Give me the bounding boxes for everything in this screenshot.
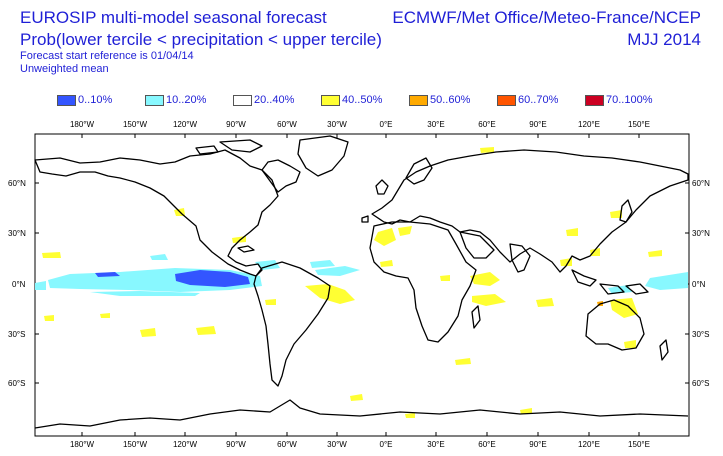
legend-swatch: [57, 94, 76, 106]
lon-label-bottom: 30°E: [427, 440, 444, 449]
lon-labels: 180°W 150°W 120°W 90°W 60°W 30°W 0°E 30°…: [70, 120, 650, 449]
legend-swatch: [321, 94, 340, 106]
lon-label-bottom: 60°W: [277, 440, 297, 449]
lat-label-right: 60°N: [692, 179, 710, 188]
legend-item: 40..50%: [321, 94, 409, 106]
centres-text: ECMWF/Met Office/Meteo-France/NCEP: [392, 8, 701, 27]
lat-label-right: 30°S: [692, 330, 709, 339]
lon-label-bottom: 90°E: [529, 440, 546, 449]
coastlines: [34, 135, 689, 429]
map-subtitle: Prob(lower tercile < precipitation < upp…: [20, 30, 382, 49]
legend-swatch: [585, 94, 604, 106]
legend-item: 0..10%: [57, 94, 145, 106]
lon-label-top: 30°W: [327, 120, 347, 129]
lon-label-top: 120°W: [173, 120, 198, 129]
lat-label-right: 30°N: [692, 229, 710, 238]
legend-label: 20..40%: [254, 94, 295, 106]
lon-label-bottom: 150°E: [628, 440, 650, 449]
lon-label-top: 30°E: [427, 120, 444, 129]
shading-40-50: [42, 147, 662, 418]
legend-swatch: [497, 94, 516, 106]
lon-label-top: 60°E: [478, 120, 495, 129]
lat-label-left: 30°S: [8, 330, 25, 339]
period-text: MJJ 2014: [627, 30, 701, 49]
lon-label-bottom: 120°W: [173, 440, 198, 449]
legend-swatch: [233, 94, 252, 106]
lon-label-top: 120°E: [578, 120, 600, 129]
legend-label: 70..100%: [606, 94, 653, 106]
legend-item: 10..20%: [145, 94, 233, 106]
lon-label-top: 150°E: [628, 120, 650, 129]
legend-swatch: [409, 94, 428, 106]
forecast-start-text: Forecast start reference is 01/04/14: [20, 50, 194, 62]
legend-label: 50..60%: [430, 94, 471, 106]
lon-label-bottom: 120°E: [578, 440, 600, 449]
legend-label: 60..70%: [518, 94, 559, 106]
lat-labels: 60°N 30°N 0°N 30°S 60°S 60°N 30°N 0°N 30…: [8, 179, 710, 388]
shading-0-10: [95, 270, 250, 287]
lat-label-right: 0°N: [692, 280, 706, 289]
lon-label-bottom: 180°W: [70, 440, 95, 449]
tick-marks: [35, 134, 689, 436]
lon-label-top: 90°W: [226, 120, 246, 129]
legend-swatch: [145, 94, 164, 106]
lat-label-right: 60°S: [692, 379, 709, 388]
legend-item: 50..60%: [409, 94, 497, 106]
legend-item: 70..100%: [585, 94, 673, 106]
lon-label-bottom: 150°W: [123, 440, 148, 449]
lon-label-top: 180°W: [70, 120, 95, 129]
lon-label-top: 150°W: [123, 120, 148, 129]
legend-label: 40..50%: [342, 94, 383, 106]
lon-label-top: 90°E: [529, 120, 546, 129]
legend: 0..10% 10..20% 20..40% 40..50% 50..60% 6…: [57, 94, 673, 106]
legend-label: 10..20%: [166, 94, 207, 106]
legend-item: 20..40%: [233, 94, 321, 106]
lat-label-left: 0°N: [12, 280, 26, 289]
lon-label-bottom: 60°E: [478, 440, 495, 449]
lon-label-bottom: 30°W: [327, 440, 347, 449]
lat-label-left: 30°N: [8, 229, 26, 238]
legend-item: 60..70%: [497, 94, 585, 106]
lon-label-bottom: 0°E: [380, 440, 393, 449]
mean-type-text: Unweighted mean: [20, 63, 109, 75]
lon-label-top: 60°W: [277, 120, 297, 129]
lat-label-left: 60°N: [8, 179, 26, 188]
map-title: EUROSIP multi-model seasonal forecast: [20, 8, 327, 27]
lon-label-bottom: 90°W: [226, 440, 246, 449]
lat-label-left: 60°S: [8, 379, 25, 388]
legend-label: 0..10%: [78, 94, 113, 106]
lon-label-top: 0°E: [380, 120, 393, 129]
